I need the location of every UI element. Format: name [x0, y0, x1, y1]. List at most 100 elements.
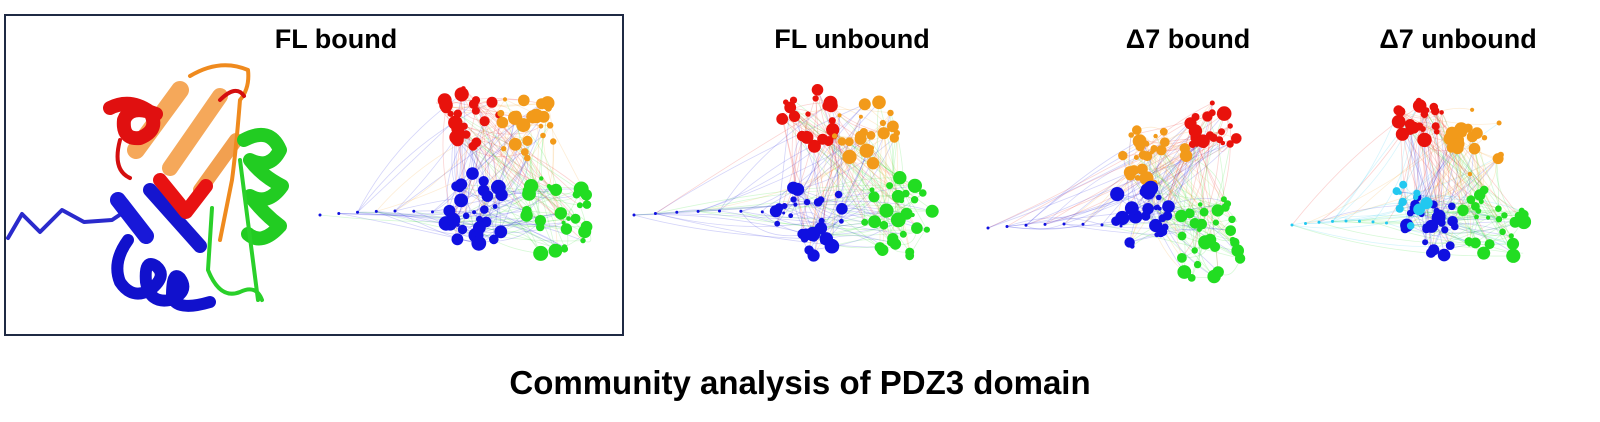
- network-edge: [832, 120, 899, 197]
- network-node: [454, 87, 469, 102]
- network-node: [910, 212, 915, 218]
- network-node: [1506, 237, 1520, 250]
- network-edge: [500, 113, 565, 248]
- network-edge: [1433, 174, 1471, 205]
- network-node: [887, 120, 899, 133]
- network-node: [1154, 204, 1160, 210]
- network-node: [1199, 207, 1209, 217]
- network-edge: [697, 104, 866, 212]
- network-node: [1159, 127, 1168, 136]
- network-edge: [1409, 129, 1477, 218]
- network-node: [539, 176, 544, 181]
- network-node: [807, 139, 821, 153]
- network-node: [1412, 99, 1427, 113]
- network-edge: [1332, 110, 1399, 222]
- network-edge: [1424, 114, 1456, 227]
- network-node: [1160, 137, 1170, 147]
- network-node: [1136, 163, 1148, 175]
- network-node: [1128, 165, 1139, 176]
- network-node: [440, 217, 451, 228]
- network-node: [1188, 124, 1203, 138]
- network-node: [898, 198, 905, 204]
- network-node: [877, 127, 890, 140]
- network-node: [1466, 195, 1476, 205]
- network-node: [478, 176, 489, 187]
- network-node: [1467, 171, 1473, 177]
- network-node: [1158, 214, 1167, 223]
- network-node: [834, 190, 843, 199]
- network-node: [774, 203, 784, 212]
- network-node: [1200, 141, 1208, 149]
- network-node: [466, 167, 479, 180]
- network-node: [1486, 215, 1491, 220]
- network-edge: [1044, 135, 1211, 225]
- network-edge: [457, 193, 530, 240]
- network-node: [1463, 123, 1473, 133]
- network-node: [1474, 214, 1479, 220]
- network-node: [1385, 221, 1388, 225]
- network-edge: [1438, 217, 1503, 237]
- network-node: [1220, 140, 1226, 146]
- network-node: [337, 212, 341, 215]
- network-edge: [376, 211, 477, 236]
- network-node: [1216, 106, 1232, 121]
- network-node: [1225, 225, 1236, 237]
- network-node: [578, 225, 592, 239]
- network-edge: [828, 140, 906, 194]
- network-edge: [462, 146, 474, 230]
- network-node: [582, 200, 592, 209]
- network-edge: [878, 102, 899, 220]
- network-node: [895, 220, 902, 228]
- network-node: [782, 211, 786, 215]
- network-node: [447, 110, 454, 117]
- network-edge: [1332, 105, 1421, 222]
- network-node: [817, 133, 829, 145]
- network-edge: [655, 213, 822, 227]
- network-node: [1191, 113, 1200, 121]
- network-edge: [376, 211, 584, 242]
- network-edge: [455, 110, 477, 220]
- network-edge: [457, 223, 565, 250]
- network-edge: [655, 213, 880, 248]
- network-node: [1406, 222, 1415, 230]
- network-node: [1470, 237, 1481, 249]
- network-node: [1471, 127, 1483, 139]
- network-edge: [542, 135, 562, 214]
- network-node: [538, 123, 544, 129]
- network-node: [1393, 105, 1404, 116]
- network-edge: [697, 136, 864, 212]
- network-node: [760, 210, 764, 214]
- network-edge: [1192, 144, 1219, 273]
- network-node: [696, 209, 700, 213]
- ribbon-helix-red: [103, 96, 163, 146]
- network-edge: [1129, 228, 1231, 243]
- network-node: [804, 245, 814, 255]
- community-networks: [318, 84, 1532, 284]
- network-node: [1371, 220, 1375, 224]
- network-node: [1228, 215, 1236, 224]
- network-node: [1062, 222, 1066, 226]
- network-node: [1081, 222, 1085, 226]
- network-node: [1431, 210, 1446, 225]
- network-node: [1161, 223, 1169, 231]
- network-node: [501, 146, 507, 152]
- network-node: [1135, 141, 1145, 152]
- network-node: [549, 183, 563, 196]
- label-fl-unbound: FL unbound: [774, 24, 930, 54]
- network-edge: [452, 142, 478, 221]
- network-node: [1209, 100, 1215, 106]
- ribbon-helix-blue: [111, 234, 216, 312]
- network-node: [842, 149, 857, 164]
- network-node: [1468, 142, 1481, 155]
- network-node: [1441, 226, 1449, 234]
- network-edge: [547, 102, 555, 187]
- network-node: [1479, 185, 1489, 195]
- network-edge: [797, 189, 881, 248]
- network-edge: [457, 139, 525, 158]
- network-node: [1399, 180, 1408, 189]
- network-edge: [775, 204, 933, 212]
- network-node: [1230, 237, 1240, 248]
- network-node: [986, 226, 990, 230]
- network-edge: [457, 128, 564, 224]
- network-edge: [338, 211, 475, 216]
